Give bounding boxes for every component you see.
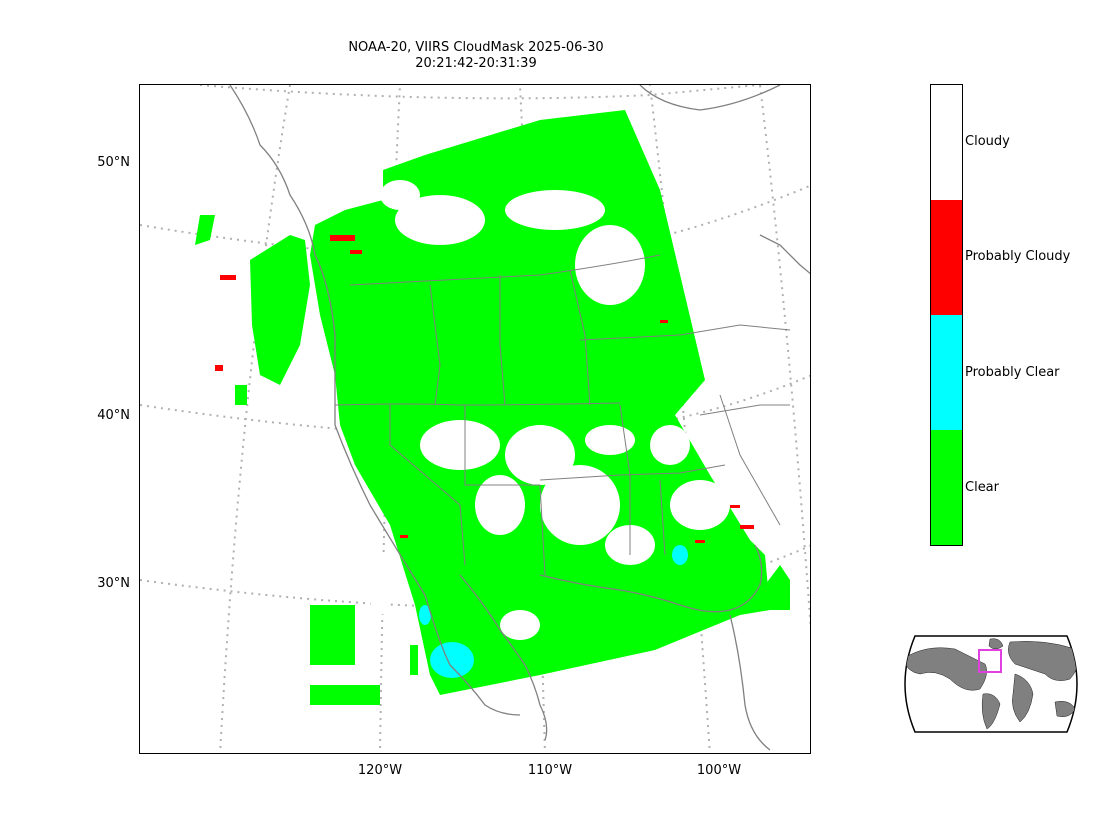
lon-label-110w: 110°W bbox=[527, 763, 573, 778]
colorbar-label-probably-cloudy: Probably Cloudy bbox=[965, 249, 1071, 264]
lon-label-100w: 100°W bbox=[696, 763, 742, 778]
lat-label-30: 30°N bbox=[97, 576, 130, 591]
lat-label-40: 40°N bbox=[97, 408, 130, 423]
colorbar-segment-cloudy bbox=[931, 85, 962, 200]
world-locator-svg bbox=[904, 635, 1078, 733]
world-land bbox=[905, 638, 1077, 730]
swath-locator-box bbox=[978, 649, 1002, 673]
title-line-2: 20:21:42-20:31:39 bbox=[415, 56, 537, 71]
lon-label-120w: 120°W bbox=[357, 763, 403, 778]
clear-swath bbox=[195, 110, 790, 695]
colorbar-label-clear: Clear bbox=[965, 480, 999, 495]
probably-clear-areas bbox=[419, 545, 688, 678]
graticule bbox=[140, 85, 810, 753]
world-locator-map bbox=[895, 634, 1087, 734]
map-panel[interactable] bbox=[139, 84, 811, 754]
colorbar-label-probably-clear: Probably Clear bbox=[965, 365, 1060, 380]
colorbar-segment-probably-cloudy bbox=[931, 200, 962, 315]
colorbar-segment-probably-clear bbox=[931, 315, 962, 430]
map-title: NOAA-20, VIIRS CloudMask 2025-06-30 20:2… bbox=[140, 40, 812, 72]
colorbar-label-cloudy: Cloudy bbox=[965, 134, 1010, 149]
cloudy-areas bbox=[368, 180, 730, 640]
lat-label-50: 50°N bbox=[97, 155, 130, 170]
title-line-1: NOAA-20, VIIRS CloudMask 2025-06-30 bbox=[348, 40, 604, 55]
colorbar-segment-clear bbox=[931, 430, 962, 545]
coastline bbox=[229, 85, 810, 751]
cloudmask-map bbox=[140, 85, 810, 753]
colorbar bbox=[930, 84, 963, 546]
offshore-speckle bbox=[235, 385, 418, 705]
state-borders bbox=[334, 254, 791, 576]
